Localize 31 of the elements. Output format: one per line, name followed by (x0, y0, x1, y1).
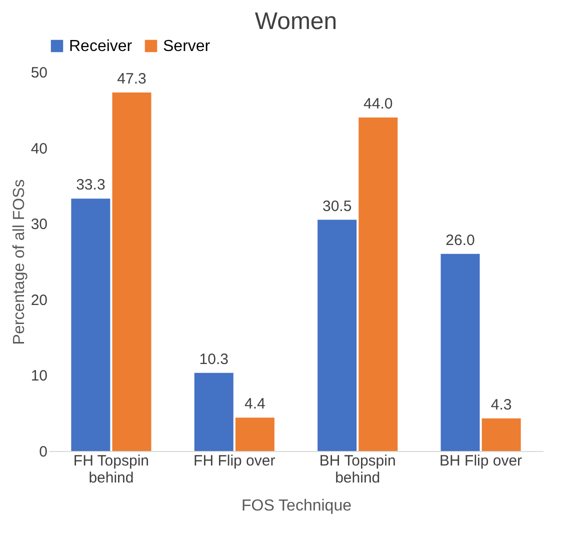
y-tick-label: 20 (30, 292, 48, 309)
y-tick-label: 30 (30, 216, 48, 234)
data-label: 4.4 (244, 396, 266, 413)
data-label: 26.0 (446, 232, 475, 249)
x-tick-label: FH Topspin behind (73, 452, 150, 486)
y-tick-label: 10 (30, 368, 48, 385)
chart-title: Women (254, 8, 338, 35)
y-tick-label: 50 (30, 64, 48, 82)
y-tick-label: 40 (30, 140, 48, 158)
x-tick-label: BH Flip over (440, 452, 522, 470)
x-tick-label: BH Topspin behind (319, 452, 396, 486)
x-axis-title: FOS Technique (242, 498, 352, 514)
bar (71, 198, 110, 451)
x-tick-label: FH Flip over (194, 452, 276, 470)
bar (440, 254, 480, 451)
data-label: 30.5 (322, 198, 352, 215)
legend-label: Receiver (69, 38, 133, 55)
data-label: 33.3 (76, 176, 106, 194)
legend-label: Server (163, 38, 211, 55)
data-label: 10.3 (199, 350, 228, 368)
bar (358, 117, 398, 451)
data-label: 44.0 (364, 95, 393, 112)
y-axis-title: Percentage of all FOSs (10, 179, 28, 345)
data-label: 47.3 (117, 70, 146, 88)
data-label: 4.3 (490, 396, 512, 414)
bar (194, 372, 234, 451)
bar (112, 92, 152, 451)
y-tick-label: 0 (39, 444, 48, 460)
bar (482, 418, 521, 451)
bar (318, 220, 357, 451)
bar (235, 418, 274, 451)
